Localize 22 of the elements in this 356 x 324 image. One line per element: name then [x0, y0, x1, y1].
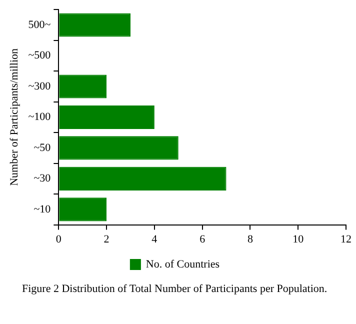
y-tick-label: ~30	[34, 172, 52, 185]
y-tick-label: ~10	[34, 203, 52, 216]
x-tick-label: 2	[104, 233, 110, 246]
x-tick-label: 0	[56, 233, 62, 246]
bar	[59, 13, 130, 37]
x-tick-label: 10	[292, 233, 304, 246]
legend-label: No. of Countries	[146, 258, 220, 270]
y-tick-label: 500~	[28, 18, 51, 31]
x-tick-label: 12	[340, 233, 352, 246]
bar	[59, 198, 107, 222]
y-tick-label: ~100	[28, 111, 52, 124]
y-tick-label: ~50	[34, 142, 52, 154]
x-tick-label: 6	[200, 233, 206, 246]
y-tick-label: ~300	[28, 80, 52, 92]
bar	[59, 136, 178, 160]
y-tick-label: ~500	[28, 50, 52, 62]
x-tick-label: 8	[247, 233, 254, 246]
caption: Figure 2 Distribution of Total Number of Participants per Population.	[22, 282, 328, 297]
bar	[59, 166, 226, 190]
x-tick-label: 4	[152, 233, 158, 246]
y-axis-title: Number of Participants/million	[8, 48, 20, 186]
bar	[59, 74, 107, 98]
